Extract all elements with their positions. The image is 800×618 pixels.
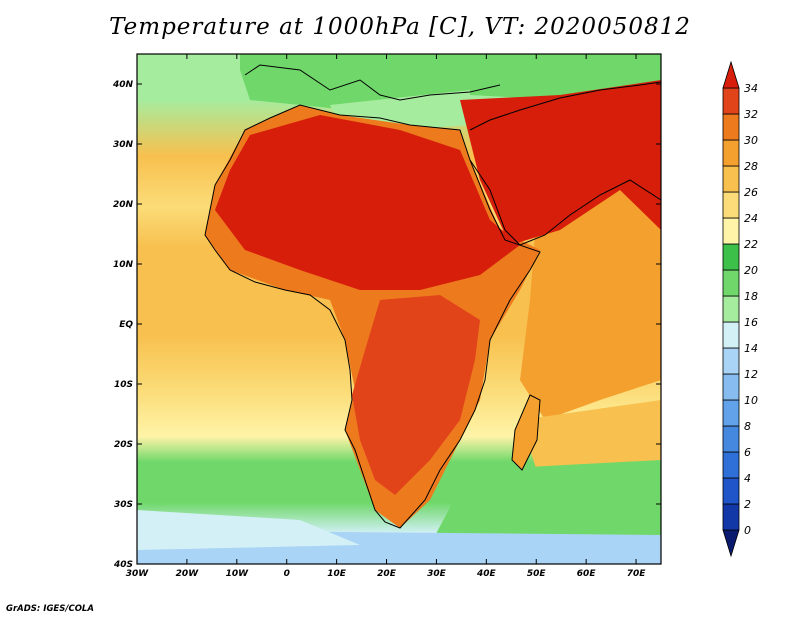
colorbar-label: 32 [744,108,758,121]
colorbar-label: 24 [744,212,758,225]
colorbar-label: 22 [744,238,758,251]
lat-tick-label: 10N [113,260,134,270]
map-title: Temperature at 1000hPa [C], VT: 20200508… [109,14,691,40]
arabia-coastline [469,81,662,246]
credit-label: GrADS: IGES/COLA [6,604,94,614]
colorbar-max-triangle [722,60,740,89]
colorbar-swatch [722,191,740,219]
lat-tick-label: 40N [112,80,134,90]
europe-coastline [244,64,501,101]
colorbar-swatch [722,477,740,505]
colorbar-swatch [722,113,740,141]
colorbar-swatch [722,217,740,245]
colorbar-swatch [722,347,740,375]
colorbar-label: 12 [744,368,758,381]
lon-tick-label: 40E [476,569,497,579]
colorbar-label: 6 [744,446,751,459]
lon-tick-label: 30E [427,569,447,579]
colorbar-swatch [722,295,740,323]
lat-tick-label: 40S [113,560,133,570]
lat-tick-label: 30S [114,500,133,510]
colorbar-label: 10 [744,394,758,407]
indian-ocean-field [520,170,661,420]
colorbar-swatch [722,451,740,479]
lat-tick-label: 30N [113,140,134,150]
lon-tick-label: 30W [126,569,150,579]
lat-tick-label: 10S [114,380,133,390]
colorbar-swatch [722,87,740,115]
colorbar-label: 8 [744,420,751,433]
colorbar-swatch [722,503,740,531]
southern-ocean-green [430,460,661,545]
lat-tick-label: EQ [119,320,133,330]
lon-tick-label: 10E [327,569,347,579]
colorbar-label: 2 [744,498,751,511]
colorbar-swatch [722,373,740,401]
colorbar-swatch [722,139,740,167]
axis-labels: 30W 20W 10W 0 10E 20E 30E 40E 50E 60E 70E 40N 30N 20N… [112,80,646,579]
lon-tick-label: 0 [284,569,290,579]
colorbar-min-triangle [722,529,740,558]
lon-tick-label: 60E [577,569,597,579]
colorbar-swatch [722,425,740,453]
africa-coastline [204,104,541,529]
arabia-hot-field [460,80,661,245]
axis-ticks [136,54,661,565]
colorbar-label: 4 [744,472,751,485]
colorbar-swatch [722,321,740,349]
colorbar-swatch [722,269,740,297]
madagascar-coastline [511,394,541,471]
colorbar-label: 34 [744,82,758,95]
lon-tick-label: 20W [176,569,200,579]
lon-tick-label: 20E [377,569,397,579]
sahara-hot-field [215,115,520,290]
lat-tick-label: 20N [113,200,134,210]
colorbar-label: 26 [744,186,758,199]
colorbar-label: 0 [744,524,751,537]
colorbar-label: 20 [744,264,758,277]
colorbar-label: 14 [744,342,758,355]
map-frame [136,53,662,565]
colorbar-swatch [722,243,740,271]
lon-tick-label: 10W [226,569,250,579]
southern-africa-hot-field [352,295,480,495]
lat-tick-label: 20S [114,440,133,450]
colorbar-label: 30 [744,134,758,147]
colorbar-swatch [722,165,740,193]
colorbar-label: 28 [744,160,758,173]
indian-ocean-south-field [520,400,661,480]
coastlines [204,64,662,529]
temperature-field [137,54,661,564]
colorbar-label: 16 [744,316,758,329]
colorbar-label: 18 [744,290,758,303]
colorbar-swatch [722,399,740,427]
lon-tick-label: 50E [527,569,547,579]
madagascar-field [512,395,540,470]
lon-tick-label: 70E [627,569,647,579]
south-atlantic-blue [137,510,360,550]
